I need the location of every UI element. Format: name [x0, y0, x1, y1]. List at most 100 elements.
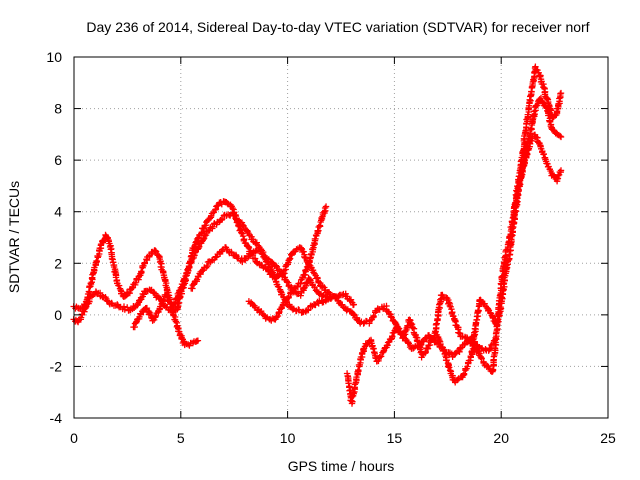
data-point [523, 150, 531, 157]
data-point [498, 294, 505, 301]
data-point [251, 255, 259, 262]
data-point [389, 332, 396, 340]
data-point [546, 117, 553, 124]
data-point [239, 232, 247, 240]
data-point [528, 83, 536, 91]
y-tick-label: 8 [54, 101, 62, 117]
data-point [350, 389, 357, 397]
data-point [174, 290, 181, 298]
data-point [194, 337, 202, 344]
data-point [93, 257, 100, 265]
data-point [152, 312, 160, 320]
data-point [410, 344, 418, 351]
data-point [557, 133, 565, 141]
data-point [370, 345, 377, 353]
data-point [402, 327, 409, 335]
data-point [467, 354, 474, 361]
data-point [123, 289, 131, 296]
data-point [321, 208, 328, 215]
data-point [557, 167, 565, 174]
data-point [343, 307, 350, 314]
data-point [528, 88, 535, 95]
data-point [185, 264, 193, 271]
x-tick-label: 10 [280, 430, 296, 446]
data-point [191, 249, 198, 256]
data-point [212, 206, 219, 214]
data-point [392, 320, 400, 328]
data-point [445, 299, 453, 306]
data-point [460, 370, 468, 377]
data-point [285, 293, 292, 301]
data-point [384, 339, 392, 346]
data-point [272, 262, 280, 269]
y-axis-label: SDTVAR / TECUs [6, 181, 22, 293]
y-tick-label: 0 [54, 307, 62, 323]
data-point [355, 366, 362, 374]
x-tick-label: 20 [493, 430, 509, 446]
data-point [376, 354, 383, 361]
data-point [543, 95, 551, 103]
data-point [198, 268, 206, 275]
data-point [275, 283, 283, 290]
data-point [377, 353, 385, 360]
data-point [350, 310, 357, 318]
data-point [283, 278, 290, 285]
data-point [107, 246, 114, 253]
data-point [115, 282, 123, 289]
data-point [388, 314, 395, 321]
x-tick-label: 5 [177, 430, 185, 446]
data-point [301, 253, 308, 261]
data-point [456, 348, 463, 355]
data-point [557, 89, 565, 97]
data-point [557, 132, 564, 140]
y-tick-label: 2 [54, 255, 62, 271]
data-point [399, 335, 406, 342]
y-tick-label: -2 [50, 358, 63, 374]
series-track-c [130, 203, 330, 331]
data-point [363, 341, 370, 349]
data-point [554, 172, 562, 179]
data-point [253, 239, 260, 246]
data-point [219, 215, 226, 223]
data-point [347, 296, 355, 303]
data-point [421, 350, 429, 357]
data-point [475, 348, 482, 356]
data-point [537, 94, 545, 102]
data-point [345, 380, 352, 387]
data-point [350, 311, 358, 318]
data-point [513, 194, 521, 201]
x-axis-label: GPS time / hours [288, 458, 395, 474]
data-point [120, 303, 128, 310]
y-axis: -4 -2 0 2 4 6 8 10 [46, 49, 608, 426]
plot-frame [73, 56, 609, 419]
y-tick-label: -4 [50, 410, 63, 426]
data-point [529, 117, 536, 125]
data-point [436, 337, 443, 344]
y-tick-label: 4 [54, 204, 62, 220]
series-track-h [510, 131, 565, 215]
data-point [306, 258, 313, 265]
x-axis: 0 5 10 15 20 25 [70, 57, 616, 446]
x-tick-label: 15 [387, 430, 403, 446]
data-point [185, 265, 192, 272]
data-point [322, 203, 330, 210]
data-point [316, 222, 323, 229]
data-point [240, 222, 247, 229]
y-tick-label: 6 [54, 152, 62, 168]
data-point [440, 347, 448, 354]
data-point [238, 229, 245, 236]
series-track-e [245, 274, 498, 360]
data-point [85, 297, 93, 305]
data-point [414, 338, 421, 345]
data-point [87, 280, 94, 287]
data-point [443, 357, 450, 364]
data-point [454, 376, 461, 383]
data-point [404, 322, 411, 329]
data-point [446, 367, 454, 374]
data-point [481, 300, 488, 307]
data-point [172, 318, 180, 325]
data-point [129, 284, 136, 292]
data-point [531, 108, 538, 115]
